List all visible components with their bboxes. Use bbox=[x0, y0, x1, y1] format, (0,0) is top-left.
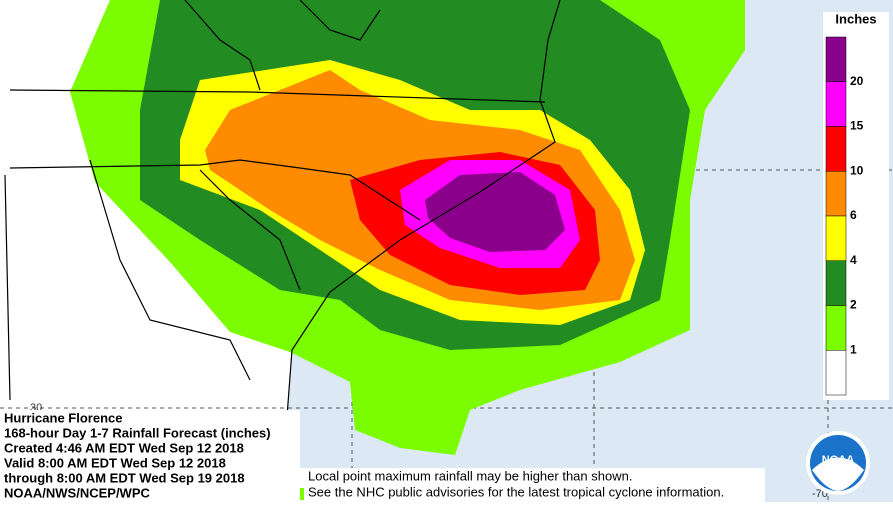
logo-text: NOAA bbox=[822, 454, 854, 466]
legend-label: 2 bbox=[850, 298, 857, 312]
legend-swatch bbox=[825, 126, 847, 172]
legend-label: 20 bbox=[850, 74, 864, 88]
legend-swatch bbox=[825, 350, 847, 396]
legend-swatch bbox=[825, 305, 847, 351]
legend-swatch bbox=[825, 171, 847, 217]
note-line: Local point maximum rainfall may be high… bbox=[308, 468, 632, 483]
legend-swatch bbox=[825, 36, 847, 82]
rainfall-contours bbox=[70, 0, 745, 455]
info-line: Valid 8:00 AM EDT Wed Sep 12 2018 bbox=[4, 455, 226, 470]
note-marker bbox=[300, 488, 304, 500]
info-line: Hurricane Florence bbox=[4, 410, 123, 425]
legend-label: 10 bbox=[850, 163, 864, 177]
info-line: Created 4:46 AM EDT Wed Sep 12 2018 bbox=[4, 440, 244, 455]
info-line: 168-hour Day 1-7 Rainfall Forecast (inch… bbox=[4, 425, 271, 440]
legend-label: 15 bbox=[850, 119, 864, 133]
legend-swatch bbox=[825, 260, 847, 306]
info-line: through 8:00 AM EDT Wed Sep 19 2018 bbox=[4, 470, 245, 485]
legend-swatch bbox=[825, 81, 847, 127]
legend-label: 6 bbox=[850, 208, 857, 222]
notes-box bbox=[300, 468, 765, 502]
note-line: See the NHC public advisories for the la… bbox=[308, 484, 724, 499]
legend-swatch bbox=[825, 215, 847, 261]
state-borders bbox=[4, 0, 561, 503]
legend-title: Inches bbox=[835, 11, 876, 26]
legend-label: 4 bbox=[850, 253, 857, 267]
logo-wave bbox=[812, 457, 864, 491]
info-box bbox=[0, 410, 300, 502]
legend-label: 1 bbox=[850, 342, 857, 356]
info-line: NOAA/NWS/NCEP/WPC bbox=[4, 485, 151, 500]
